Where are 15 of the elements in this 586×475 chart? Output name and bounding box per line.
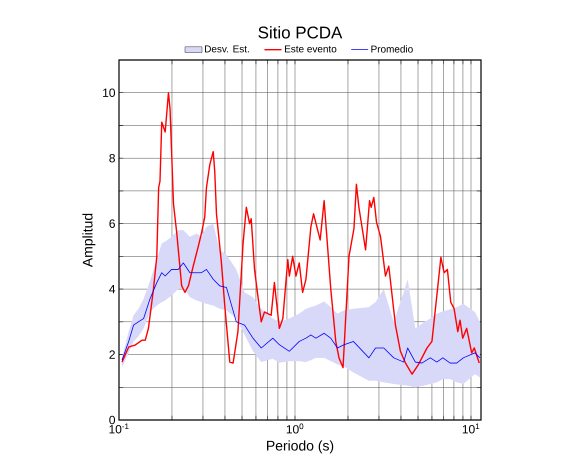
y-tick-label: 2 bbox=[109, 350, 115, 359]
x-tick-label: 10$^{1}$ bbox=[462, 424, 480, 434]
legend-label: Promedio bbox=[371, 45, 413, 53]
y-tick-label: 0 bbox=[109, 416, 116, 424]
y-tick-label: 10 bbox=[103, 88, 116, 97]
x-axis-title: Periodo (s) bbox=[267, 440, 334, 454]
y-tick-label: 4 bbox=[109, 284, 116, 294]
legend-label: Desv. Est. bbox=[205, 45, 249, 52]
y-tick-label: 8 bbox=[109, 154, 115, 162]
y-tick-label: 6 bbox=[109, 219, 115, 228]
x-tick-label: 10$^{-1}$ bbox=[109, 424, 129, 434]
chart-title: Sitio PCDA bbox=[258, 26, 342, 39]
y-axis-title: Amplitud bbox=[82, 214, 96, 268]
legend-label: Este evento bbox=[284, 45, 336, 52]
x-tick-label: 10$^{0}$ bbox=[286, 424, 304, 434]
